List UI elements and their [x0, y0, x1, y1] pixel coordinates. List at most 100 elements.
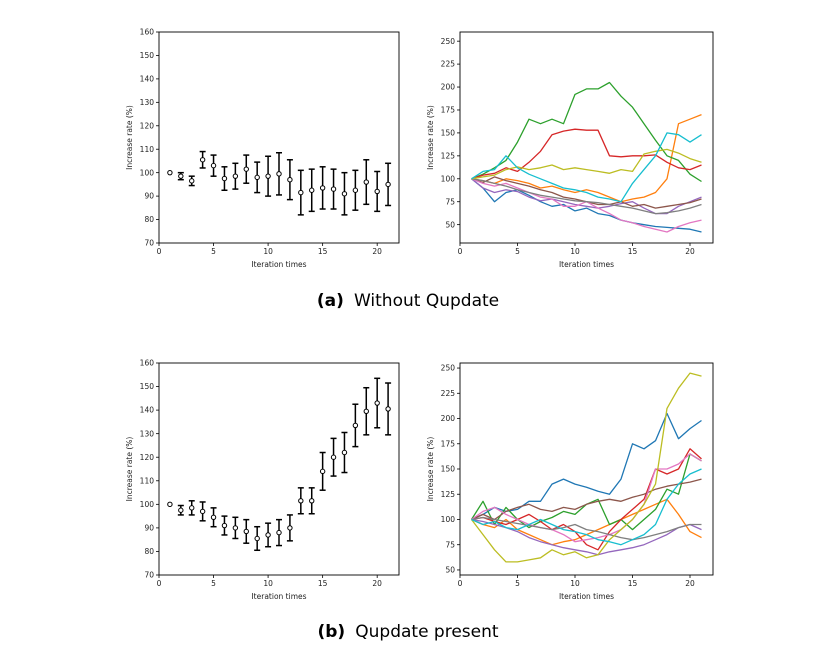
caption-b: (b) Qupdate present: [317, 622, 498, 642]
x-tick-label: 15: [318, 579, 328, 588]
y-tick-label: 100: [140, 168, 155, 177]
mean-point: [330, 454, 337, 460]
mean-point: [374, 400, 380, 406]
plot-area: [167, 150, 392, 216]
y-tick-label: 250: [441, 364, 456, 373]
x-tick-label: 15: [628, 247, 638, 256]
panel-a-left-errorbar-chart: 0 5 10 15 20 70 80 90 100 110 120 130 140 150 160 Itera…: [125, 28, 400, 269]
mean-point: [221, 522, 228, 529]
x-tick-label: 20: [372, 247, 382, 256]
mean-point: [199, 157, 206, 163]
mean-point: [254, 174, 260, 181]
series-line-red: [471, 448, 702, 551]
y-tick-label: 200: [441, 83, 456, 92]
mean-point: [363, 179, 369, 185]
x-tick-label: 5: [211, 579, 216, 588]
series-line-gray: [471, 178, 702, 215]
series-line-gray: [471, 516, 702, 541]
series-line-green: [471, 81, 702, 183]
y-tick-label: 75: [445, 540, 455, 549]
mean-point: [178, 507, 184, 513]
series-line-blue: [471, 178, 702, 233]
plot-area: [471, 81, 702, 233]
mean-point: [287, 177, 293, 183]
x-axis-label: Iteration times: [559, 260, 614, 269]
y-tick-label: 125: [441, 490, 456, 499]
mean-point: [221, 175, 228, 182]
mean-point: [341, 449, 348, 456]
series-line-brown: [471, 478, 702, 521]
caption-b-text: Qupdate present: [355, 622, 499, 642]
x-tick-label: 0: [157, 247, 162, 256]
series-line-cyan: [471, 468, 702, 546]
series-line-green: [470, 453, 702, 531]
x-tick-label: 5: [211, 247, 216, 256]
y-tick-label: 120: [140, 453, 155, 462]
y-tick-label: 150: [441, 465, 456, 474]
y-tick-label: 130: [140, 98, 155, 107]
y-tick-label: 70: [144, 239, 154, 248]
mean-point: [265, 532, 271, 538]
mean-point: [363, 408, 369, 414]
x-tick-label: 0: [458, 579, 463, 588]
y-tick-label: 90: [144, 192, 154, 201]
plot-frame: [158, 362, 400, 576]
plot-area: [167, 377, 392, 552]
y-tick-label: 100: [140, 500, 155, 509]
mean-point: [265, 173, 271, 179]
series-line-olive: [471, 148, 702, 180]
mean-point: [276, 171, 282, 177]
mean-point: [298, 498, 304, 504]
caption-b-label: (b): [317, 622, 345, 642]
series-line-red: [471, 128, 702, 180]
mean-point: [167, 169, 173, 176]
y-axis-label: Increase rate (%): [426, 105, 435, 170]
mean-point: [319, 185, 326, 191]
y-tick-label: 110: [140, 476, 155, 485]
x-tick-label: 20: [685, 247, 695, 256]
plot-area: [470, 372, 702, 563]
mean-point: [254, 535, 260, 542]
plot-frame: [459, 31, 714, 244]
mean-point: [330, 186, 337, 192]
mean-point: [243, 166, 249, 172]
y-tick-label: 80: [144, 215, 154, 224]
y-tick-label: 250: [441, 37, 456, 46]
y-tick-label: 50: [445, 566, 455, 575]
y-tick-label: 150: [140, 382, 155, 391]
mean-point: [199, 508, 206, 515]
mean-point: [352, 422, 359, 429]
panel-a-right-line-chart: 0 5 10 15 20 50 75 100 125 150 175 200 225 250 Iterati…: [426, 31, 714, 269]
y-tick-label: 140: [140, 406, 155, 415]
x-tick-label: 20: [372, 579, 382, 588]
series-line-pink: [471, 453, 702, 543]
mean-point: [243, 528, 249, 535]
y-tick-label: 160: [140, 359, 155, 368]
plot-frame: [158, 31, 400, 244]
x-tick-label: 0: [458, 247, 463, 256]
y-tick-label: 125: [441, 151, 456, 160]
x-axis-label: Iteration times: [251, 260, 306, 269]
y-tick-label: 225: [441, 389, 456, 398]
panel-b-right-line-chart: 0 5 10 15 20 50 75 100 125 150 175 200 225 250 Iterati…: [426, 362, 714, 601]
y-tick-label: 175: [441, 106, 456, 115]
mean-point: [298, 189, 304, 196]
y-axis-label: Increase rate (%): [125, 437, 134, 502]
y-tick-label: 90: [144, 523, 154, 532]
y-tick-label: 225: [441, 60, 456, 69]
x-tick-label: 10: [263, 579, 273, 588]
mean-point: [385, 181, 391, 188]
caption-a-label: (a): [317, 291, 344, 311]
mean-point: [309, 187, 315, 193]
mean-point: [385, 406, 391, 412]
caption-a-text: Without Qupdate: [354, 291, 499, 311]
mean-point: [374, 188, 380, 195]
x-tick-label: 5: [515, 579, 520, 588]
mean-point: [319, 468, 326, 475]
x-tick-label: 5: [515, 247, 520, 256]
mean-point: [232, 525, 239, 531]
x-tick-label: 10: [570, 247, 580, 256]
mean-point: [232, 173, 239, 179]
y-tick-label: 100: [441, 174, 456, 183]
y-tick-label: 80: [144, 547, 154, 556]
